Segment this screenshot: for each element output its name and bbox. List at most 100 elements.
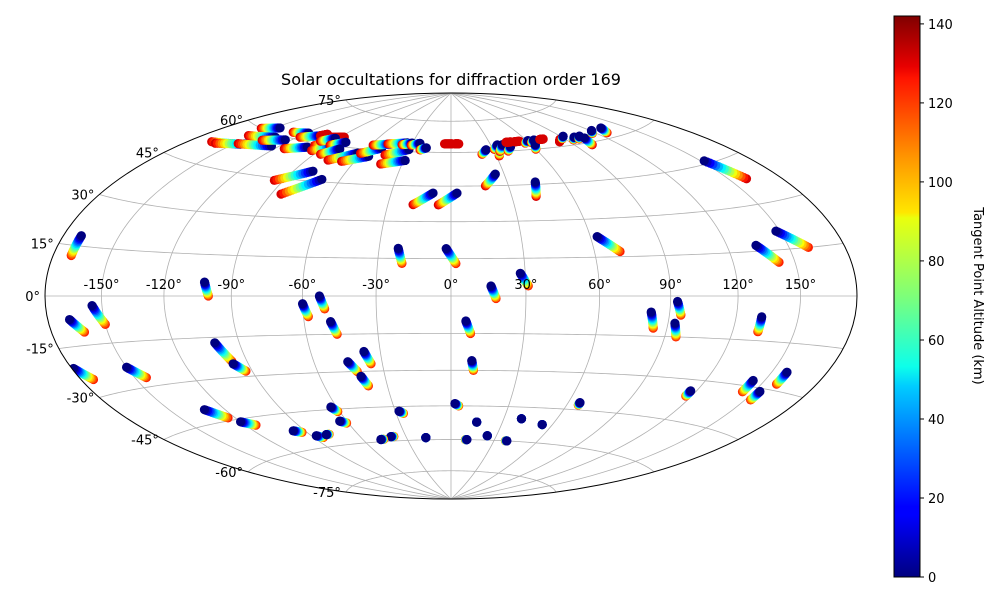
- track-point: [592, 232, 602, 242]
- track-point: [757, 312, 767, 322]
- occultation-track: [199, 277, 213, 301]
- lon-tick-label: -90°: [217, 278, 245, 293]
- track-point: [751, 240, 761, 250]
- occultation-track: [753, 312, 767, 337]
- lat-tick-label: 45°: [136, 147, 159, 162]
- occultation-track: [376, 434, 389, 445]
- track-point: [199, 405, 210, 415]
- occultation-track: [315, 144, 345, 159]
- occultation-track: [325, 317, 342, 339]
- colorbar-tick-label: 120: [928, 97, 953, 112]
- track-point: [297, 299, 308, 309]
- occultation-tracks: [64, 123, 814, 446]
- track-point: [515, 268, 525, 278]
- occultation-track: [256, 123, 285, 133]
- track-point: [646, 307, 656, 317]
- track-point: [317, 174, 327, 185]
- track-point: [321, 430, 331, 440]
- track-point: [314, 291, 324, 301]
- lon-tick-label: 120°: [722, 278, 753, 293]
- track-point: [441, 244, 451, 254]
- track-point: [210, 338, 220, 348]
- colorbar-tick-label: 20: [928, 492, 945, 507]
- occultation-track: [472, 417, 482, 427]
- occultation-track: [500, 436, 512, 446]
- occultation-track: [646, 307, 658, 333]
- occultation-track: [441, 244, 461, 269]
- lat-tick-label: -60°: [215, 466, 243, 481]
- track-point: [228, 359, 238, 369]
- track-point: [481, 145, 491, 155]
- occultation-track: [87, 301, 110, 329]
- track-point: [452, 188, 462, 198]
- track-point: [490, 169, 500, 179]
- track-point: [87, 301, 97, 311]
- colorbar-tick-label: 80: [928, 255, 945, 270]
- occultation-track: [326, 402, 343, 417]
- track-point: [76, 231, 86, 241]
- occultation-track: [228, 359, 251, 376]
- map-boundary: [44, 92, 858, 500]
- track-point: [672, 296, 683, 307]
- occultation-track: [537, 419, 547, 430]
- track-point: [235, 417, 246, 427]
- track-point: [356, 371, 366, 381]
- track-point: [579, 133, 589, 143]
- lon-tick-label: 0°: [444, 278, 459, 293]
- track-point: [502, 436, 512, 446]
- colorbar-tick-label: 40: [928, 413, 945, 428]
- occultation-track: [288, 426, 307, 437]
- lat-tick-label: -15°: [26, 343, 54, 358]
- lon-tick-label: 150°: [785, 278, 816, 293]
- track-point: [686, 386, 696, 396]
- occultation-track: [393, 243, 407, 268]
- track-point: [755, 386, 765, 397]
- occultation-track: [486, 281, 501, 304]
- track-point: [64, 314, 75, 325]
- occultation-track: [681, 386, 696, 401]
- lon-tick-label: -60°: [289, 278, 317, 293]
- occultation-track: [421, 433, 431, 443]
- longitude-gridline: [163, 93, 452, 499]
- colorbar-label: Tangent Point Altitude (km): [970, 206, 985, 384]
- occultation-track: [579, 133, 597, 150]
- axis-ticks: -150° -120° -90° -60° -30° 0° 30° 60° 90° 120° 150…: [25, 94, 816, 501]
- track-point: [199, 277, 210, 287]
- track-point: [275, 123, 285, 133]
- occultation-track: [394, 406, 409, 418]
- occultation-track: [408, 188, 438, 210]
- longitude-gridline: [450, 93, 739, 499]
- track-point: [461, 316, 471, 326]
- track-point: [68, 363, 79, 374]
- occultation-track: [439, 139, 457, 149]
- occultation-track: [751, 240, 784, 267]
- track-point: [530, 177, 540, 187]
- occultation-track: [433, 188, 462, 210]
- occultation-track: [586, 125, 597, 138]
- occultation-track: [530, 177, 541, 201]
- track-point: [280, 135, 290, 145]
- occultation-track: [386, 431, 399, 442]
- track-point: [386, 432, 396, 442]
- occultation-track: [321, 429, 334, 440]
- lat-tick-label: 30°: [71, 189, 94, 204]
- occultation-track: [510, 136, 525, 147]
- track-point: [400, 155, 410, 166]
- occultation-track: [699, 156, 752, 184]
- occultation-track: [515, 268, 533, 291]
- occultation-track: [557, 131, 568, 144]
- track-point: [311, 431, 321, 441]
- track-point: [516, 414, 527, 424]
- occultation-track: [516, 414, 527, 424]
- chart-title: Solar occultations for diffraction order…: [281, 70, 621, 89]
- colorbar-ticks: 0 20 40 60 80 100 120 140: [920, 18, 953, 586]
- occultation-track: [335, 416, 352, 428]
- lon-tick-label: -30°: [362, 278, 390, 293]
- occultation-track: [461, 316, 476, 339]
- track-point: [462, 435, 472, 445]
- occultation-track: [235, 417, 261, 430]
- track-point: [308, 166, 318, 176]
- track-point: [343, 357, 353, 367]
- track-point: [454, 139, 464, 149]
